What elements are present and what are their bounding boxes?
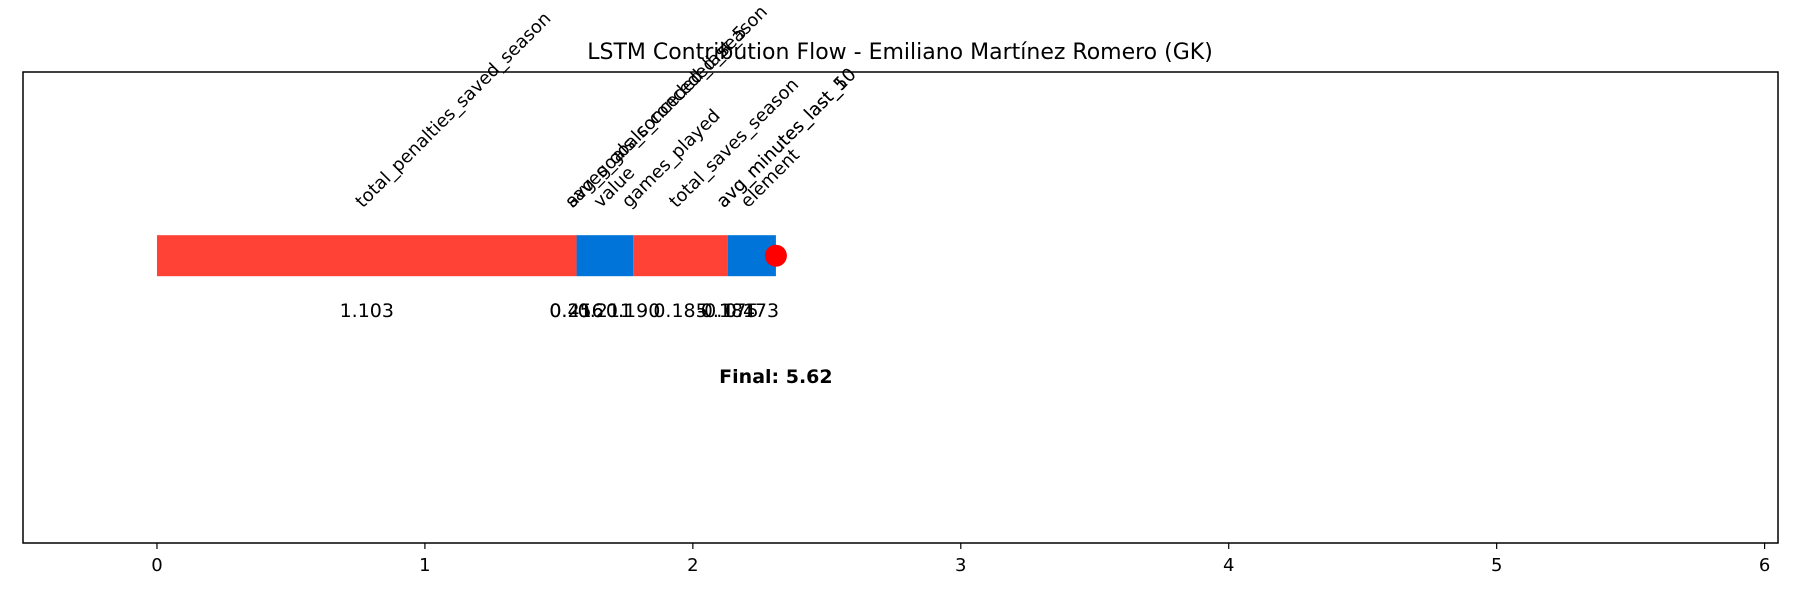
- value-label: 0.173: [725, 300, 779, 322]
- contribution-bar: [576, 235, 634, 277]
- x-tick-label: 6: [1759, 555, 1770, 576]
- final-label: Final: 5.62: [719, 366, 832, 388]
- x-axis: 0 1 2 3 4 5 6: [151, 543, 1770, 576]
- x-tick-label: 2: [687, 555, 698, 576]
- final-value-marker: [764, 244, 787, 267]
- x-tick-label: 5: [1491, 555, 1502, 576]
- x-tick-label: 0: [151, 555, 162, 576]
- x-tick-label: 3: [955, 555, 966, 576]
- value-label: 1.103: [340, 300, 394, 322]
- contribution-bar: [633, 235, 728, 277]
- value-label: 0.211: [578, 300, 632, 322]
- plot-area-frame: [22, 71, 1779, 544]
- value-label: 0.256: [549, 300, 603, 322]
- value-label: 0.184: [701, 300, 755, 322]
- chart-title: LSTM Contribution Flow - Emiliano Martín…: [587, 40, 1213, 65]
- feature-labels: total_penalties_saved_season saves_goals_…: [351, 2, 860, 213]
- value-label: -0.175: [697, 300, 758, 322]
- value-label: 0.190: [606, 300, 660, 322]
- value-label: 0.416: [549, 300, 603, 322]
- x-tick-label: 4: [1223, 555, 1234, 576]
- feature-label: total_penalties_saved_season: [351, 8, 555, 212]
- value-label: 0.185: [653, 300, 707, 322]
- x-tick-label: 1: [419, 555, 430, 576]
- contribution-bar: [156, 235, 577, 277]
- chart-marks: [156, 235, 787, 277]
- value-labels: 1.103 0.4160.2560.2110.1900.1850.184-0.17…: [340, 300, 833, 388]
